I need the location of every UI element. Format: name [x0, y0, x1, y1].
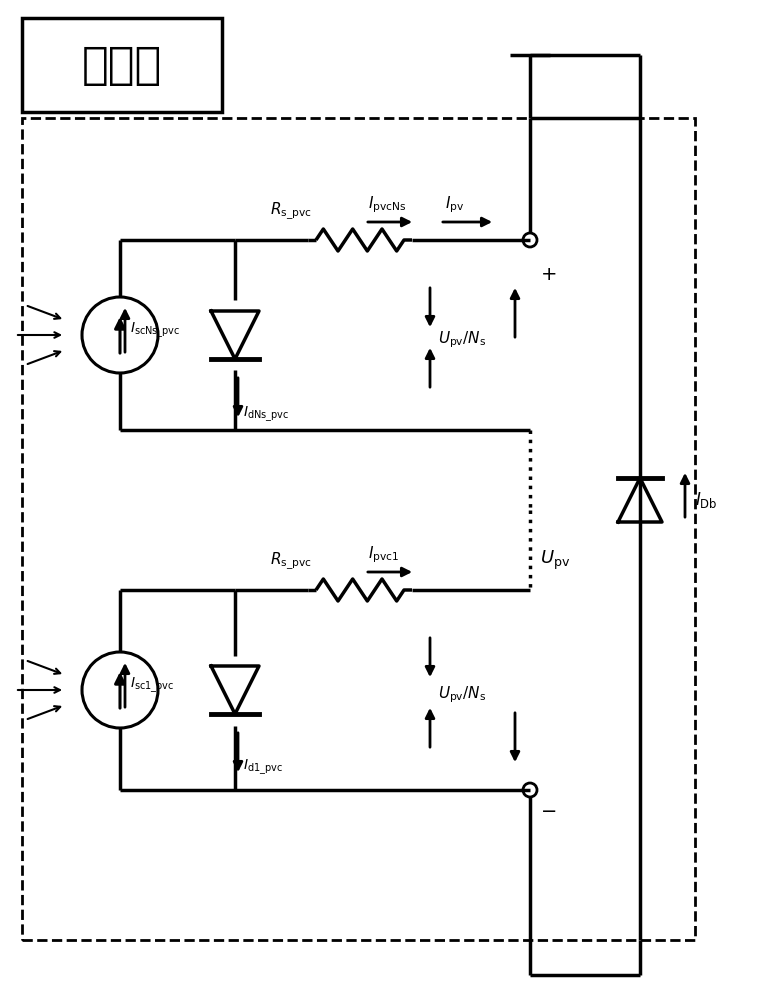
Text: $I_{\rm d1\_pvc}$: $I_{\rm d1\_pvc}$ — [243, 758, 283, 777]
Text: $U_{\rm pv}$: $U_{\rm pv}$ — [540, 548, 571, 572]
Text: $+$: $+$ — [540, 265, 557, 284]
Text: $-$: $-$ — [540, 800, 556, 820]
Text: $I_{\rm sc1\_pvc}$: $I_{\rm sc1\_pvc}$ — [130, 675, 174, 695]
Text: $R_{\rm s\_pvc}$: $R_{\rm s\_pvc}$ — [270, 551, 311, 572]
Text: $I_{\rm pvc1}$: $I_{\rm pvc1}$ — [368, 544, 399, 565]
Text: $I_{\rm scNs\_pvc}$: $I_{\rm scNs\_pvc}$ — [130, 320, 180, 340]
Text: $R_{\rm s\_pvc}$: $R_{\rm s\_pvc}$ — [270, 201, 311, 222]
Text: $I_{\rm dNs\_pvc}$: $I_{\rm dNs\_pvc}$ — [243, 405, 289, 424]
Text: $I_{\rm pvcNs}$: $I_{\rm pvcNs}$ — [368, 194, 407, 215]
Text: $U_{\rm pv}/N_{\rm s}$: $U_{\rm pv}/N_{\rm s}$ — [438, 330, 486, 350]
Text: $I_{\rm pv}$: $I_{\rm pv}$ — [445, 194, 464, 215]
Text: $U_{\rm pv}/N_{\rm s}$: $U_{\rm pv}/N_{\rm s}$ — [438, 685, 486, 705]
Text: 光伏板: 光伏板 — [82, 43, 162, 87]
FancyBboxPatch shape — [22, 18, 222, 112]
Text: $I_{\rm Db}$: $I_{\rm Db}$ — [695, 490, 717, 510]
